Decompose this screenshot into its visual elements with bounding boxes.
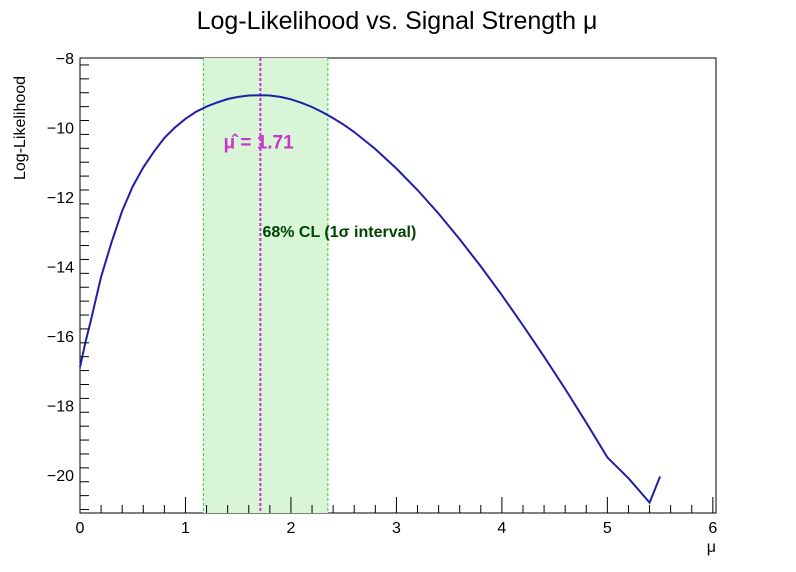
y-tick-label: −18	[47, 398, 74, 415]
band-label: 68% CL (1σ interval)	[262, 224, 416, 241]
x-tick-label: 5	[603, 520, 612, 537]
x-tick-label: 1	[181, 520, 190, 537]
plot-frame	[79, 57, 717, 514]
series-line-0	[79, 94, 662, 505]
axis-tick-labels: 0 1 2 3 4 5 6 −20 −18 −16 −14 −12 −10 −8	[47, 51, 718, 537]
y-tick-label: −16	[47, 329, 74, 346]
y-tick-label: −8	[56, 51, 74, 68]
y-tick-label: −12	[47, 190, 74, 207]
band-fill	[203, 58, 328, 513]
x-tick-label: 6	[708, 520, 717, 537]
y-tick-label: −14	[47, 259, 74, 276]
likelihood-curve	[79, 94, 662, 505]
y-axis-label: Log-Likelihood	[12, 76, 29, 180]
best-fit-label: μ̂ = 1.71	[223, 132, 294, 153]
y-tick-label: −10	[47, 120, 74, 137]
x-tick-label: 0	[76, 520, 85, 537]
confidence-band	[202, 58, 329, 513]
x-tick-label: 3	[392, 520, 401, 537]
y-tick-label: −20	[47, 468, 74, 485]
x-tick-label: 2	[286, 520, 295, 537]
x-tick-label: 4	[497, 520, 506, 537]
x-axis-label: μ	[707, 539, 716, 556]
chart-title: Log-Likelihood vs. Signal Strength μ	[197, 7, 598, 35]
axis-ticks	[79, 64, 714, 513]
